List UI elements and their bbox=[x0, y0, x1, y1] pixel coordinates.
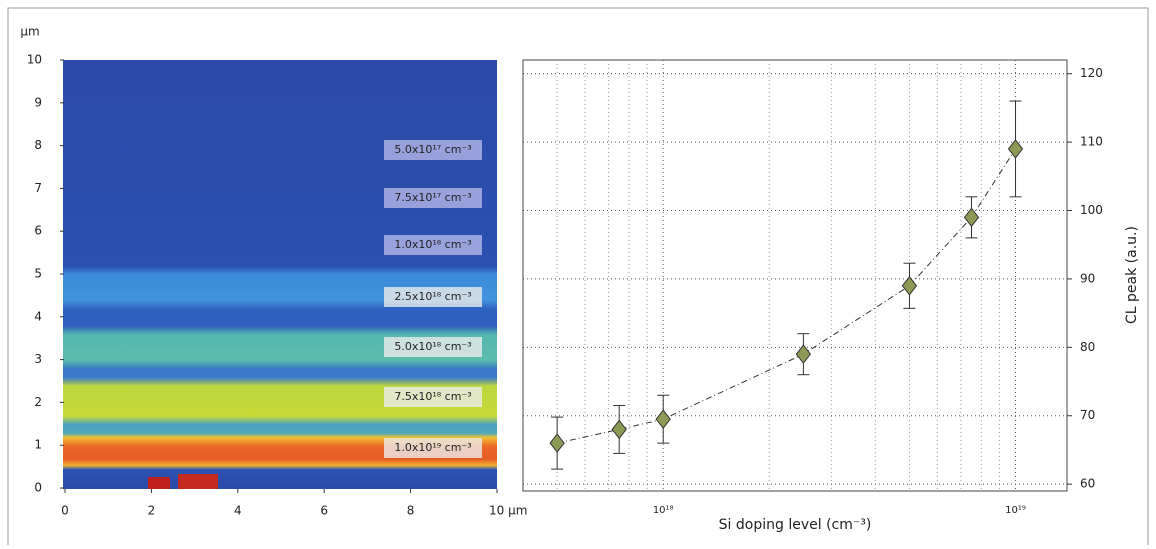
y-tick-label: 100 bbox=[1080, 203, 1103, 217]
layer-label: 2.5x10¹⁸ cm⁻³ bbox=[394, 290, 471, 303]
y-tick-label: 10 bbox=[27, 53, 42, 67]
cl-hotspot bbox=[148, 477, 170, 489]
y-tick-label: 3 bbox=[34, 352, 42, 366]
layer-label-box bbox=[384, 188, 482, 208]
x-tick-label: 0 bbox=[61, 504, 69, 518]
y-tick-label: 6 bbox=[34, 224, 42, 238]
y-tick-label: 4 bbox=[34, 309, 42, 323]
x-tick-label: 4 bbox=[234, 504, 242, 518]
layer-label-box bbox=[384, 235, 482, 255]
y-axis-label: CL peak (a.u.) bbox=[1124, 226, 1140, 324]
y-unit: μm bbox=[20, 25, 39, 39]
y-tick-label: 0 bbox=[34, 481, 42, 495]
cl-map bbox=[63, 60, 497, 489]
layer-label-box bbox=[384, 287, 482, 307]
layer-label: 1.0x10¹⁹ cm⁻³ bbox=[394, 441, 471, 454]
point bbox=[901, 275, 918, 296]
layer-label-box bbox=[384, 387, 482, 407]
x-tick-label: 10 μm bbox=[489, 504, 527, 518]
y-tick-label: 70 bbox=[1080, 408, 1095, 422]
y-tick-label: 1 bbox=[34, 438, 42, 452]
point bbox=[611, 419, 627, 440]
y-tick-label: 60 bbox=[1080, 477, 1095, 491]
layer-label-box bbox=[384, 140, 482, 160]
y-tick-label: 9 bbox=[34, 95, 42, 109]
y-tick-label: 8 bbox=[34, 138, 42, 152]
x-tick-label: 10¹⁸ bbox=[653, 505, 674, 516]
layer-label: 7.5x10¹⁷ cm⁻³ bbox=[394, 191, 471, 204]
layer-label: 5.0x10¹⁸ cm⁻³ bbox=[394, 340, 471, 353]
point bbox=[549, 433, 565, 453]
y-tick-label: 90 bbox=[1080, 271, 1095, 285]
y-tick-label: 7 bbox=[34, 181, 42, 195]
x-tick-label: 2 bbox=[148, 504, 156, 518]
layer-label: 1.0x10¹⁸ cm⁻³ bbox=[394, 238, 471, 251]
layer-label-box bbox=[384, 438, 482, 458]
y-tick-label: 120 bbox=[1080, 66, 1103, 80]
y-tick-label: 80 bbox=[1080, 340, 1095, 354]
point bbox=[795, 344, 812, 364]
x-tick-label: 8 bbox=[407, 504, 415, 518]
trend-line bbox=[557, 148, 1016, 444]
layer-label-box bbox=[384, 337, 482, 357]
x-tick-label: 10¹⁹ bbox=[1005, 505, 1026, 516]
point bbox=[963, 207, 980, 228]
layer-label: 5.0x10¹⁷ cm⁻³ bbox=[394, 143, 471, 156]
y-tick-label: 110 bbox=[1080, 135, 1103, 149]
x-axis-label: Si doping level (cm⁻³) bbox=[719, 517, 872, 533]
cl-hotspot bbox=[178, 474, 218, 489]
x-tick-label: 6 bbox=[320, 504, 328, 518]
plot-frame bbox=[522, 59, 1068, 492]
point bbox=[655, 409, 671, 429]
layer-label: 7.5x10¹⁸ cm⁻³ bbox=[394, 390, 471, 403]
y-tick-label: 5 bbox=[34, 267, 42, 281]
y-tick-label: 2 bbox=[34, 395, 42, 409]
point bbox=[1007, 139, 1024, 159]
